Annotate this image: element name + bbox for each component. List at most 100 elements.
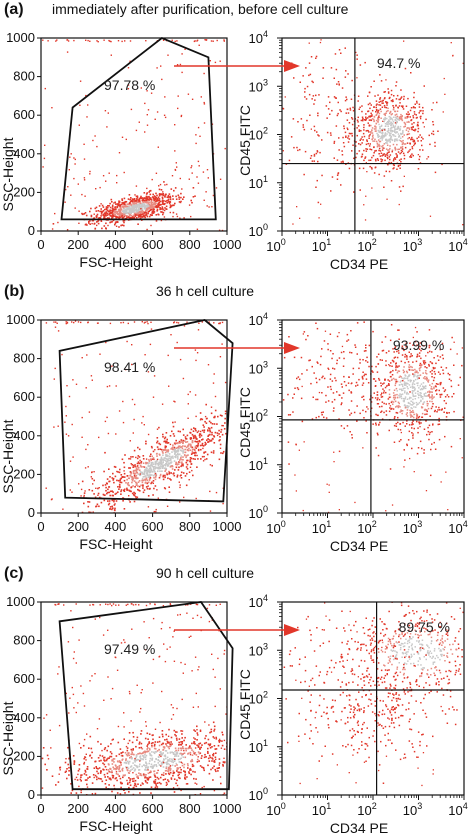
quadrant-point <box>413 91 415 94</box>
quadrant-point <box>380 411 382 413</box>
quadrant-point <box>372 140 374 142</box>
quadrant-point <box>408 374 411 376</box>
x-axis-label: FSC-Height <box>79 254 152 270</box>
scatter-point <box>73 177 75 180</box>
scatter-point <box>96 322 99 324</box>
scatter-point <box>142 462 145 464</box>
scatter-point <box>105 222 107 225</box>
scatter-point <box>213 765 215 768</box>
scatter-point <box>115 221 117 224</box>
scatter-point <box>119 481 121 483</box>
quadrant-point <box>335 125 338 127</box>
scatter-point <box>146 473 148 475</box>
quadrant-point <box>365 347 367 349</box>
scatter-point <box>117 479 120 482</box>
scatter-point <box>116 182 118 184</box>
scatter-point <box>159 183 162 186</box>
quadrant-point <box>418 423 421 425</box>
scatter-point <box>206 453 209 456</box>
quadrant-point <box>398 127 400 129</box>
scatter-point <box>144 205 146 207</box>
scatter-point <box>147 212 149 215</box>
scatter-point <box>105 212 107 214</box>
quadrant-point <box>328 491 330 493</box>
quadrant-point <box>407 120 410 123</box>
scatter-point <box>184 736 186 739</box>
quadrant-point <box>411 447 413 450</box>
scatter-point <box>179 458 182 460</box>
quadrant-point <box>375 106 377 109</box>
scatter-point <box>133 784 136 787</box>
scatter-point <box>175 466 178 469</box>
quadrant-point <box>405 413 408 416</box>
scatter-point <box>203 72 205 75</box>
quadrant-point <box>377 94 379 96</box>
quadrant-point <box>376 371 379 373</box>
scatter-point <box>114 213 116 215</box>
scatter-point <box>181 461 183 463</box>
scatter-point <box>137 223 139 225</box>
quadrant-point <box>444 93 446 95</box>
scatter-point <box>149 474 152 476</box>
scatter-point <box>121 759 123 761</box>
scatter-point <box>85 39 87 41</box>
quadrant-point <box>426 158 428 160</box>
quadrant-point <box>296 206 298 208</box>
quadrant-point <box>431 132 433 135</box>
quadrant-point <box>383 97 386 100</box>
scatter-point <box>139 474 142 477</box>
scatter-point <box>70 153 72 155</box>
quadrant-point <box>392 361 395 363</box>
quadrant-point <box>404 390 406 392</box>
scatter-point <box>103 39 105 41</box>
scatter-point <box>183 763 186 766</box>
x-tick-label: 100 <box>266 237 285 254</box>
quadrant-point <box>407 387 409 390</box>
scatter-point <box>160 456 163 459</box>
quadrant-point <box>420 392 422 394</box>
scatter-point <box>147 207 150 209</box>
quadrant-point <box>369 148 371 150</box>
quadrant-point <box>428 390 431 392</box>
scatter-point <box>181 753 183 756</box>
quadrant-point <box>416 414 419 416</box>
scatter-point <box>218 429 220 432</box>
quadrant-point <box>398 329 400 331</box>
quadrant-point <box>384 123 387 125</box>
scatter-point <box>213 435 215 437</box>
scatter-point <box>108 39 110 42</box>
scatter-point <box>147 750 150 752</box>
quadrant-point <box>396 350 398 353</box>
quadrant-point <box>384 159 386 162</box>
scatter-point <box>181 188 183 190</box>
quadrant-point <box>359 358 361 361</box>
scatter-point <box>143 322 146 324</box>
scatter-point <box>174 443 176 446</box>
scatter-point <box>221 424 223 427</box>
scatter-point <box>130 214 133 217</box>
scatter-point <box>138 204 140 206</box>
scatter-point <box>209 756 212 759</box>
quadrant-point <box>377 159 379 161</box>
scatter-point <box>129 217 132 219</box>
scatter-point <box>120 224 122 227</box>
scatter-point <box>157 448 160 451</box>
scatter-point <box>168 768 171 770</box>
scatter-point <box>224 417 226 420</box>
scatter-point <box>172 753 175 755</box>
quadrant-point <box>403 370 406 373</box>
scatter-point <box>133 753 135 756</box>
quadrant-point <box>354 346 357 348</box>
quadrant-point <box>341 402 343 404</box>
quadrant-point <box>381 350 384 352</box>
quadrant-point <box>434 409 436 412</box>
scatter-point <box>151 465 154 467</box>
scatter-point <box>149 466 152 469</box>
scatter-point <box>183 325 186 327</box>
quadrant-point <box>443 411 445 413</box>
scatter-point <box>153 197 155 200</box>
scatter-point <box>212 721 215 724</box>
x-tick-label: 200 <box>67 519 89 534</box>
quadrant-point <box>411 366 413 369</box>
scatter-point <box>186 449 189 451</box>
